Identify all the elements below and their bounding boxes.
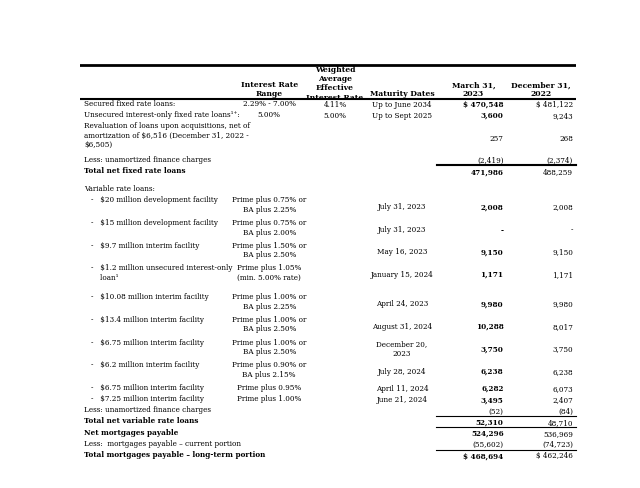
Text: -   $20 million development facility: - $20 million development facility bbox=[91, 197, 218, 204]
Text: Prime plus 1.00% or
BA plus 2.50%: Prime plus 1.00% or BA plus 2.50% bbox=[232, 316, 307, 333]
Text: Up to June 2034: Up to June 2034 bbox=[372, 101, 431, 109]
Text: Secured fixed rate loans:: Secured fixed rate loans: bbox=[84, 100, 175, 107]
Text: $ 468,694: $ 468,694 bbox=[463, 452, 504, 461]
Text: -   $1.2 million unsecured interest-only
    loan¹: - $1.2 million unsecured interest-only l… bbox=[91, 264, 232, 282]
Text: Prime plus 0.90% or
BA plus 2.15%: Prime plus 0.90% or BA plus 2.15% bbox=[232, 361, 307, 379]
Text: Prime plus 1.05%
(min. 5.00% rate): Prime plus 1.05% (min. 5.00% rate) bbox=[237, 264, 301, 282]
Text: Variable rate loans:: Variable rate loans: bbox=[84, 185, 155, 193]
Text: 268: 268 bbox=[559, 135, 573, 142]
Text: 9,150: 9,150 bbox=[481, 248, 504, 257]
Text: -   $7.25 million interim facility: - $7.25 million interim facility bbox=[91, 395, 204, 403]
Text: April 11, 2024: April 11, 2024 bbox=[376, 385, 428, 393]
Text: 9,980: 9,980 bbox=[552, 300, 573, 308]
Text: (84): (84) bbox=[558, 407, 573, 415]
Text: Revaluation of loans upon acquisitions, net of
amortization of $6,516 (December : Revaluation of loans upon acquisitions, … bbox=[84, 122, 250, 149]
Text: Interest Rate
Range: Interest Rate Range bbox=[241, 81, 298, 99]
Text: 6,073: 6,073 bbox=[552, 385, 573, 393]
Text: Prime plus 1.00% or
BA plus 2.50%: Prime plus 1.00% or BA plus 2.50% bbox=[232, 339, 307, 356]
Bar bbox=[80, 451, 576, 462]
Text: Total mortgages payable – long-term portion: Total mortgages payable – long-term port… bbox=[84, 451, 266, 459]
Text: 2,008: 2,008 bbox=[552, 203, 573, 211]
Text: 3,600: 3,600 bbox=[481, 112, 504, 120]
Text: 6,238: 6,238 bbox=[481, 368, 504, 376]
Text: Total net fixed rate loans: Total net fixed rate loans bbox=[84, 167, 186, 175]
Text: December 31,
2022: December 31, 2022 bbox=[511, 81, 571, 99]
Text: (2,374): (2,374) bbox=[547, 157, 573, 165]
Text: July 31, 2023: July 31, 2023 bbox=[378, 226, 426, 234]
Text: 2,008: 2,008 bbox=[481, 203, 504, 211]
Text: 471,986: 471,986 bbox=[470, 168, 504, 177]
Text: 3,750: 3,750 bbox=[481, 346, 504, 353]
Text: 5.00%: 5.00% bbox=[323, 112, 346, 120]
Text: 9,150: 9,150 bbox=[552, 248, 573, 257]
Text: 257: 257 bbox=[490, 135, 504, 142]
Text: Up to Sept 2025: Up to Sept 2025 bbox=[372, 112, 432, 120]
Text: (2,419): (2,419) bbox=[477, 157, 504, 165]
Text: January 15, 2024: January 15, 2024 bbox=[371, 271, 433, 279]
Text: 4.11%: 4.11% bbox=[323, 101, 347, 109]
Text: Prime plus 1.50% or
BA plus 2.50%: Prime plus 1.50% or BA plus 2.50% bbox=[232, 242, 307, 259]
Text: (74,723): (74,723) bbox=[542, 441, 573, 449]
Text: March 31,
2023: March 31, 2023 bbox=[451, 81, 495, 99]
Text: 488,259: 488,259 bbox=[543, 168, 573, 177]
Text: Net mortgages payable: Net mortgages payable bbox=[84, 428, 179, 437]
Text: Prime plus 0.95%: Prime plus 0.95% bbox=[237, 384, 301, 391]
Text: Less:  mortgages payable – current portion: Less: mortgages payable – current portio… bbox=[84, 440, 241, 448]
Text: (55,602): (55,602) bbox=[472, 441, 504, 449]
Text: June 21, 2024: June 21, 2024 bbox=[376, 396, 428, 404]
Text: May 16, 2023: May 16, 2023 bbox=[377, 248, 427, 257]
Text: 3,750: 3,750 bbox=[552, 346, 573, 353]
Text: Weighted
Average
Effective
Interest Rate: Weighted Average Effective Interest Rate bbox=[307, 66, 364, 102]
Text: 5.00%: 5.00% bbox=[258, 111, 281, 119]
Text: 2.29% - 7.00%: 2.29% - 7.00% bbox=[243, 100, 296, 107]
Text: 10,288: 10,288 bbox=[476, 323, 504, 331]
Text: 536,969: 536,969 bbox=[543, 430, 573, 438]
Text: -   $9.7 million interim facility: - $9.7 million interim facility bbox=[91, 242, 199, 249]
Text: 9,243: 9,243 bbox=[552, 112, 573, 120]
Text: December 20,
2023: December 20, 2023 bbox=[376, 341, 428, 358]
Text: Unsecured interest-only fixed rate loans¹⁺:: Unsecured interest-only fixed rate loans… bbox=[84, 111, 240, 119]
Text: 6,282: 6,282 bbox=[481, 385, 504, 393]
Text: (52): (52) bbox=[488, 407, 504, 415]
Text: -   $6.75 million interim facility: - $6.75 million interim facility bbox=[91, 384, 204, 391]
Text: -   $6.2 million interim facility: - $6.2 million interim facility bbox=[91, 361, 199, 369]
Text: July 31, 2023: July 31, 2023 bbox=[378, 203, 426, 211]
Text: Prime plus 0.75% or
BA plus 2.00%: Prime plus 0.75% or BA plus 2.00% bbox=[232, 219, 307, 237]
Text: 48,710: 48,710 bbox=[548, 419, 573, 427]
Text: 524,296: 524,296 bbox=[471, 430, 504, 438]
Text: 3,495: 3,495 bbox=[481, 396, 504, 404]
Text: $ 470,548: $ 470,548 bbox=[463, 101, 504, 109]
Text: April 24, 2023: April 24, 2023 bbox=[376, 300, 428, 308]
Text: -: - bbox=[570, 226, 573, 234]
Text: -   $10.08 million interim facility: - $10.08 million interim facility bbox=[91, 293, 209, 302]
Text: 6,238: 6,238 bbox=[552, 368, 573, 376]
Text: 2,407: 2,407 bbox=[552, 396, 573, 404]
Text: $ 481,122: $ 481,122 bbox=[536, 101, 573, 109]
Text: 52,310: 52,310 bbox=[476, 419, 504, 427]
Text: 1,171: 1,171 bbox=[481, 271, 504, 279]
Text: -   $13.4 million interim facility: - $13.4 million interim facility bbox=[91, 316, 204, 324]
Text: -: - bbox=[500, 226, 504, 234]
Text: 8,017: 8,017 bbox=[552, 323, 573, 331]
Text: 1,171: 1,171 bbox=[552, 271, 573, 279]
Text: $ 462,246: $ 462,246 bbox=[536, 452, 573, 461]
Text: Prime plus 1.00% or
BA plus 2.25%: Prime plus 1.00% or BA plus 2.25% bbox=[232, 293, 307, 311]
Text: July 28, 2024: July 28, 2024 bbox=[378, 368, 426, 376]
Text: Total net variable rate loans: Total net variable rate loans bbox=[84, 417, 198, 426]
Text: August 31, 2024: August 31, 2024 bbox=[372, 323, 432, 331]
Text: -   $15 million development facility: - $15 million development facility bbox=[91, 219, 218, 227]
Text: Less: unamortized finance charges: Less: unamortized finance charges bbox=[84, 156, 211, 164]
Text: Less: unamortized finance charges: Less: unamortized finance charges bbox=[84, 406, 211, 414]
Text: Prime plus 0.75% or
BA plus 2.25%: Prime plus 0.75% or BA plus 2.25% bbox=[232, 197, 307, 214]
Text: Prime plus 1.00%: Prime plus 1.00% bbox=[237, 395, 301, 403]
Text: 9,980: 9,980 bbox=[481, 300, 504, 308]
Text: Maturity Dates: Maturity Dates bbox=[369, 90, 435, 99]
Text: -   $6.75 million interim facility: - $6.75 million interim facility bbox=[91, 339, 204, 346]
